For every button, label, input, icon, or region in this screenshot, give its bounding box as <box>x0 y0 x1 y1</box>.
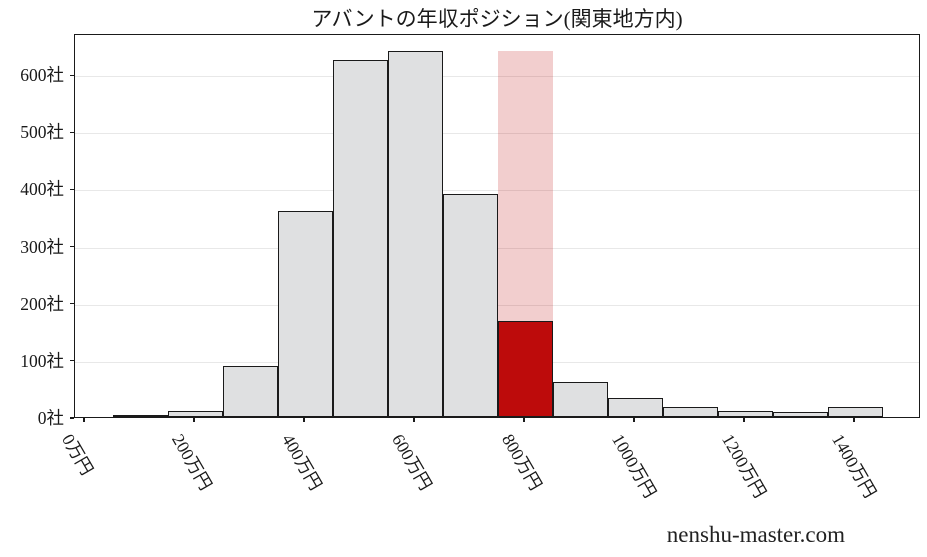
x-axis-tick <box>303 418 305 422</box>
y-axis-label: 0社 <box>37 408 64 428</box>
x-axis-tick <box>413 418 415 422</box>
bar <box>112 415 168 417</box>
y-axis-tick <box>70 303 74 305</box>
y-axis-label: 200社 <box>20 293 64 314</box>
x-axis-tick <box>193 418 195 422</box>
highlight-bar <box>497 321 553 417</box>
plot-area <box>74 34 920 418</box>
bar <box>442 194 498 417</box>
y-axis-label: 100社 <box>20 350 64 371</box>
y-axis-label: 400社 <box>20 179 64 200</box>
y-axis-tick <box>70 74 74 76</box>
bar <box>332 59 388 417</box>
bar <box>167 411 223 417</box>
y-axis-label: 500社 <box>20 122 64 143</box>
x-axis-tick <box>853 418 855 422</box>
y-axis-tick <box>70 360 74 362</box>
y-axis-label: 300社 <box>20 236 64 257</box>
bar <box>772 411 828 417</box>
chart-title: アバントの年収ポジション(関東地方内) <box>311 7 683 31</box>
x-axis-label: 1000万円 <box>608 430 661 502</box>
bar <box>277 211 333 417</box>
bar <box>607 398 663 417</box>
y-axis-tick <box>70 417 74 419</box>
x-axis-label: 400万円 <box>278 430 327 494</box>
y-axis-tick <box>70 131 74 133</box>
x-axis-label: 600万円 <box>388 430 437 494</box>
bar <box>387 51 443 417</box>
gridline <box>75 76 919 78</box>
x-axis-tick <box>633 418 635 422</box>
bar <box>662 407 718 417</box>
gridline <box>75 133 919 135</box>
gridline <box>75 190 919 192</box>
bar <box>552 381 608 417</box>
x-axis-tick <box>83 418 85 422</box>
x-axis-label: 1200万円 <box>718 430 771 502</box>
bar <box>717 410 773 417</box>
x-axis-tick <box>743 418 745 422</box>
x-axis-label: 800万円 <box>498 430 547 494</box>
bar <box>827 407 883 417</box>
y-axis-tick <box>70 245 74 248</box>
x-axis-label: 0万円 <box>58 430 98 479</box>
y-axis-tick <box>70 188 74 191</box>
x-axis-tick <box>523 418 525 422</box>
watermark: nenshu-master.com <box>666 522 845 547</box>
x-axis-label: 200万円 <box>168 430 217 494</box>
bar <box>222 365 278 417</box>
x-axis-label: 1400万円 <box>828 430 881 502</box>
y-axis-label: 600社 <box>20 65 64 86</box>
